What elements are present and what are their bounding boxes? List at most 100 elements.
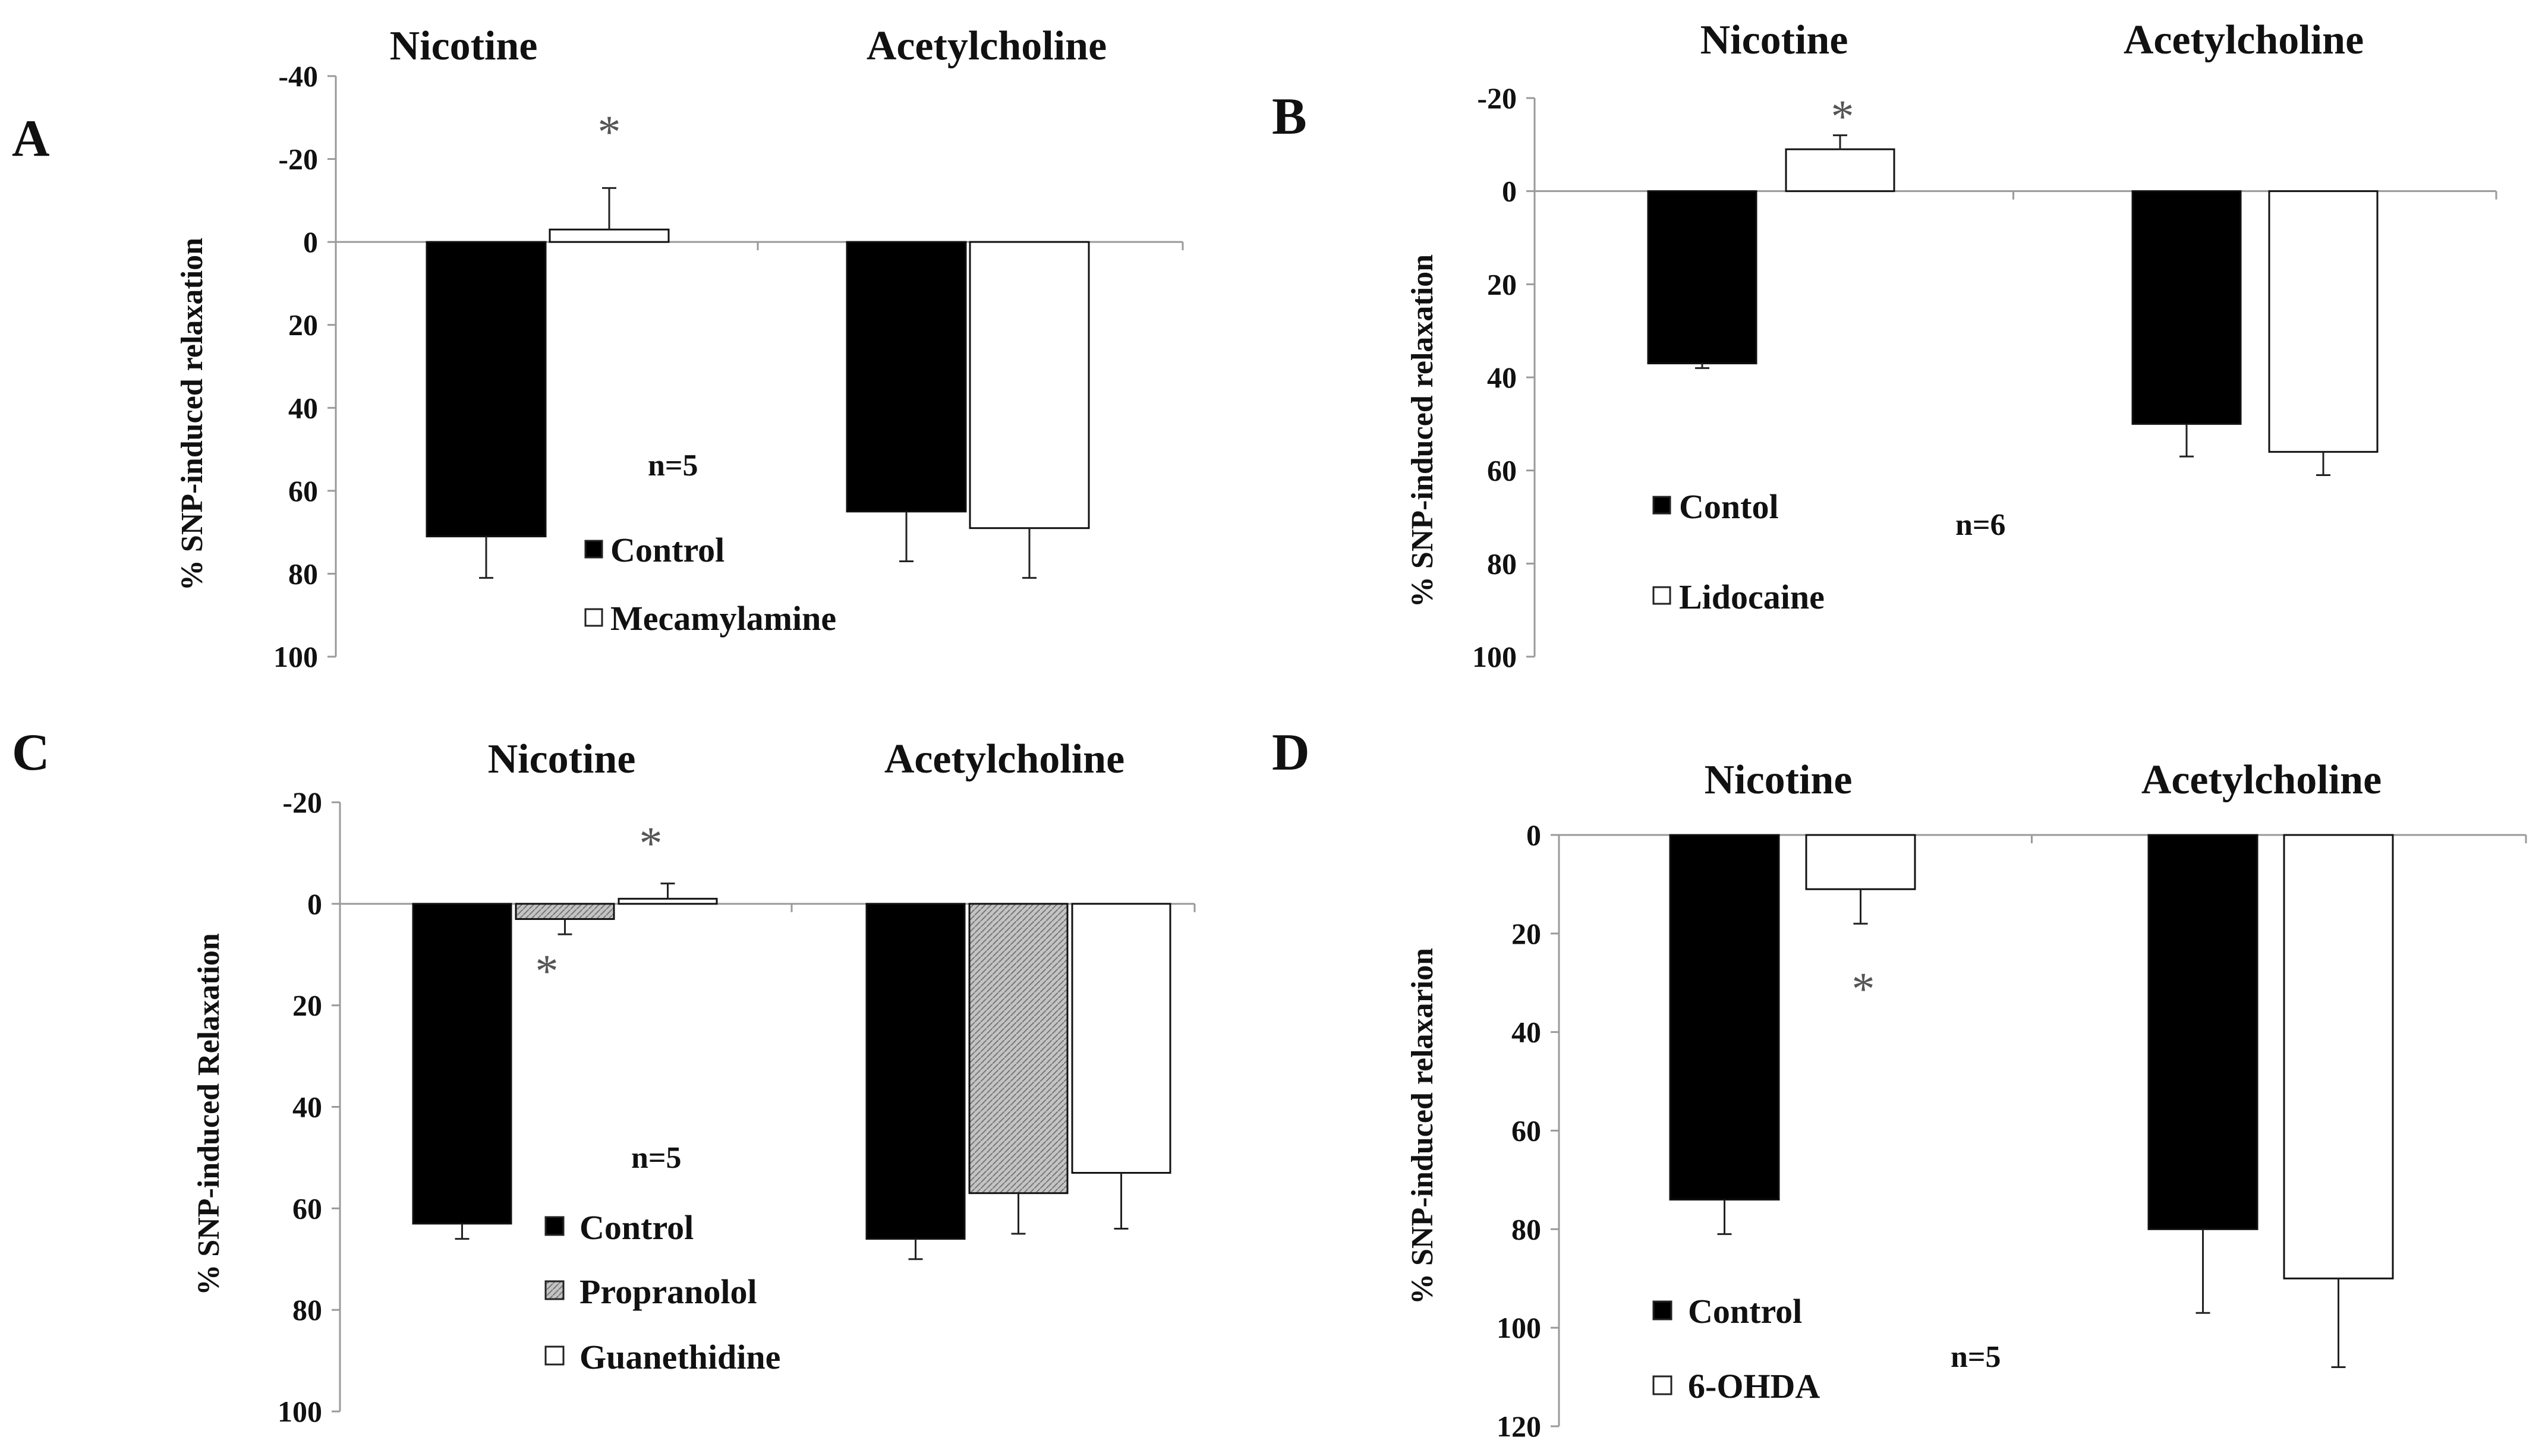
- y-tick-label: -20: [1477, 81, 1517, 115]
- y-tick-label: 20: [292, 989, 322, 1022]
- legend-swatch-control: [1652, 1300, 1672, 1321]
- legend-label: Control: [579, 1208, 694, 1247]
- legend-swatch-control: [544, 1216, 565, 1236]
- y-tick-label: 100: [273, 640, 318, 673]
- y-tick-label: 20: [288, 308, 318, 342]
- y-tick-label: 80: [1487, 547, 1517, 580]
- legend-label: Control: [1688, 1292, 1802, 1331]
- y-tick-label: 0: [307, 887, 322, 921]
- y-tick-label: 80: [292, 1293, 322, 1326]
- bar: [515, 903, 615, 920]
- legend-swatch-mecamylamine: [584, 608, 603, 627]
- y-axis-label: % SNP-induced relaxation: [175, 238, 209, 591]
- significance-star: *: [536, 945, 559, 997]
- bar: [1647, 190, 1757, 364]
- y-tick-label: 40: [288, 391, 318, 424]
- y-tick-label: 80: [288, 557, 318, 590]
- bar: [1805, 834, 1916, 890]
- significance-star: *: [1852, 963, 1875, 1014]
- y-axis-label: % SNP-induced Relaxation: [192, 933, 226, 1296]
- y-tick-label: 100: [1497, 1311, 1541, 1344]
- panel-label: B: [1272, 88, 1307, 146]
- bar: [969, 241, 1090, 530]
- group-label: Nicotine: [1705, 757, 1853, 803]
- legend-label: Guanethidine: [579, 1338, 780, 1376]
- y-tick-label: 60: [288, 474, 318, 508]
- bar: [618, 897, 718, 905]
- bar: [1071, 903, 1171, 1174]
- y-tick-label: -40: [278, 59, 318, 93]
- legend: Control Propranolol Guanethidine: [544, 1208, 780, 1376]
- legend-swatch-guanethidine: [544, 1345, 565, 1366]
- group-label: Nicotine: [488, 736, 636, 782]
- n-label: n=5: [1951, 1340, 2001, 1374]
- bar: [2283, 834, 2394, 1279]
- y-tick-label: -20: [282, 786, 322, 819]
- legend: Control 6-OHDA: [1652, 1292, 1820, 1405]
- n-label: n=5: [631, 1141, 682, 1175]
- bars: [412, 883, 1171, 1260]
- y-tick-label: 60: [292, 1192, 322, 1225]
- y-tick-label: 80: [1511, 1212, 1541, 1246]
- group-label: Nicotine: [1700, 17, 1848, 63]
- legend-swatch-6-ohda: [1652, 1375, 1672, 1395]
- bar: [865, 903, 966, 1240]
- group-label: Acetylcholine: [2141, 757, 2382, 803]
- y-axis-label: % SNP-induced relaxation: [1406, 254, 1439, 607]
- significance-star: *: [598, 106, 621, 157]
- legend: Control Mecamylamine: [584, 531, 836, 638]
- n-label: n=6: [1955, 508, 2006, 542]
- legend: Contol Lidocaine: [1652, 487, 1825, 616]
- legend-swatch-control: [1652, 496, 1671, 515]
- y-tick-label: 40: [1511, 1016, 1541, 1049]
- y-tick-label: 0: [1502, 175, 1517, 208]
- bar: [968, 903, 1069, 1195]
- bar: [549, 228, 670, 243]
- bar: [1669, 834, 1780, 1201]
- y-tick-label: 20: [1487, 267, 1517, 301]
- bar: [412, 903, 512, 1225]
- y-tick-label: 20: [1511, 917, 1541, 950]
- bar: [846, 241, 967, 513]
- group-label: Acetylcholine: [2124, 17, 2364, 63]
- bars: [1669, 834, 2394, 1368]
- bars: [426, 187, 1090, 579]
- panel-a: A Nicotine Acetylcholine % SNP-induced r…: [12, 23, 1184, 673]
- bar: [2131, 190, 2242, 425]
- legend-swatch-propranolol: [544, 1280, 565, 1300]
- legend-swatch-control: [584, 540, 603, 559]
- y-tick-label: 100: [278, 1395, 322, 1428]
- legend-label: Propranolol: [579, 1272, 757, 1311]
- significance-star: *: [1831, 90, 1854, 142]
- panel-label: D: [1272, 724, 1310, 781]
- y-tick-label: 40: [1487, 361, 1517, 394]
- y-axis-label: % SNP-induced relaxarion: [1406, 948, 1439, 1304]
- group-label: Nicotine: [390, 23, 538, 69]
- group-label: Acetylcholine: [867, 23, 1107, 69]
- n-label: n=5: [648, 449, 698, 483]
- significance-star: *: [640, 817, 663, 869]
- y-tick-label: 60: [1511, 1114, 1541, 1148]
- bar: [426, 241, 547, 538]
- y-tick-label: 0: [1526, 818, 1541, 852]
- bar: [2268, 190, 2379, 453]
- legend-label: Control: [610, 531, 725, 569]
- bars: [1647, 134, 2379, 476]
- y-ticks: -40 -20 0 20 40 60 80 100: [273, 59, 1184, 673]
- bar: [1785, 148, 1895, 193]
- panel-b: B Nicotine Acetylcholine % SNP-induced r…: [1272, 17, 2497, 673]
- panel-c: C Nicotine Acetylcholine % SNP-induced R…: [12, 724, 1196, 1428]
- bar: [2147, 834, 2258, 1230]
- y-tick-label: 100: [1472, 640, 1517, 673]
- legend-label: Lidocaine: [1679, 578, 1825, 616]
- y-tick-label: 0: [303, 225, 318, 259]
- panel-d: D Nicotine Acetylcholine % SNP-induced r…: [1272, 724, 2527, 1443]
- legend-label: Contol: [1679, 487, 1779, 526]
- y-tick-label: 40: [292, 1091, 322, 1124]
- panel-label: A: [12, 110, 50, 168]
- y-tick-label: 120: [1497, 1410, 1541, 1443]
- legend-swatch-lidocaine: [1652, 586, 1671, 605]
- legend-label: Mecamylamine: [610, 599, 836, 638]
- y-tick-label: 60: [1487, 454, 1517, 487]
- y-tick-label: -20: [278, 143, 318, 176]
